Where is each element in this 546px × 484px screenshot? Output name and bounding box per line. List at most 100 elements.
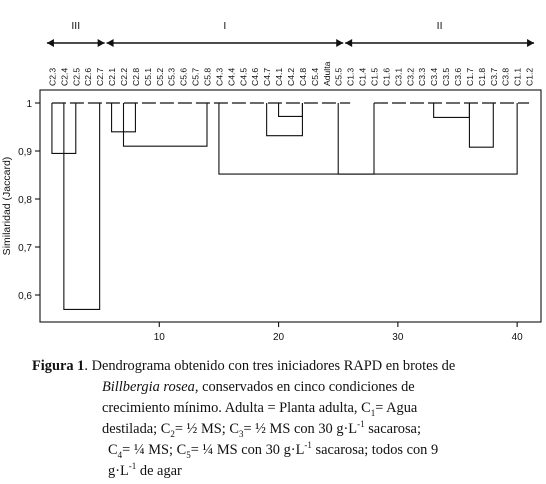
- leaf-label: C3.7: [489, 68, 499, 86]
- leaf-label: C1.4: [358, 68, 368, 86]
- plot-frame: [39, 89, 542, 323]
- leaf-label: C3.5: [441, 68, 451, 86]
- group-arrow-left: [106, 39, 114, 47]
- caption-line-6: g·L-1 de agar: [108, 461, 182, 481]
- caption-subscript: 5: [186, 449, 191, 460]
- caption-text: = ¼ MS con 30 g·L: [190, 442, 305, 458]
- y-tick-label: 0,7: [18, 243, 32, 254]
- leaf-label: C3.1: [393, 68, 403, 86]
- caption-subscript: 1: [370, 407, 376, 418]
- group-label: I: [223, 20, 226, 32]
- caption-text: g·L: [108, 463, 129, 479]
- leaf-label: C2.4: [59, 68, 69, 86]
- caption-text: = ¼ MS; C: [122, 442, 187, 458]
- dendrogram-link: [122, 103, 208, 147]
- leaf-label: C2.2: [119, 68, 129, 86]
- leaf-label: C5.3: [167, 68, 177, 86]
- group-arrow-right: [336, 39, 344, 47]
- caption-text: = Agua: [375, 400, 418, 416]
- leaf-label: C4.6: [250, 68, 260, 86]
- leaf-label: C5.5: [334, 68, 344, 86]
- leaf-label: C1.1: [513, 68, 523, 86]
- dendrogram-link: [433, 103, 470, 118]
- leaf-label: C2.7: [95, 68, 105, 86]
- caption-text: C: [108, 442, 118, 458]
- caption-subscript: 2: [170, 428, 175, 439]
- leaf-label: C3.4: [429, 68, 439, 86]
- caption-superscript: -1: [304, 440, 312, 451]
- x-tick-label: 20: [273, 332, 285, 343]
- caption-text: conservados en cinco condiciones de: [198, 379, 415, 395]
- caption-subscript: 3: [238, 428, 244, 439]
- leaf-label: C1.2: [525, 68, 535, 86]
- dendrogram-link: [468, 103, 494, 148]
- y-tick-label: 1: [26, 99, 32, 110]
- x-tick-label: 40: [512, 332, 524, 343]
- dendrogram-link: [218, 103, 375, 175]
- leaf-label: C5.1: [143, 68, 153, 86]
- leaf-label: C2.3: [47, 68, 57, 86]
- caption-figure-number: Figura 1: [32, 358, 85, 374]
- group-arrow-right: [97, 39, 105, 47]
- leaf-label: C4.3: [214, 68, 224, 86]
- leaf-label: C5.6: [179, 68, 189, 86]
- leaf-label: C5.2: [155, 68, 165, 86]
- y-axis-label: Similaridad (Jaccard): [1, 157, 13, 256]
- dendrogram-chart: 1 0,9 0,8 0,7 0,6 Similaridad (Jaccard) 10 20 30…: [1, 20, 542, 343]
- leaf-label: C3.2: [405, 68, 415, 86]
- group-arrow-left: [345, 39, 353, 47]
- leaf-label: C4.7: [262, 68, 272, 86]
- leaf-label: Adulta: [322, 61, 332, 86]
- x-tick-label: 30: [392, 332, 404, 343]
- group-label: II: [437, 20, 443, 32]
- leaf-label: C3.8: [501, 68, 511, 86]
- leaf-label: C4.1: [274, 68, 284, 86]
- leaf-label: C5.8: [203, 68, 213, 86]
- leaf-label: C4.5: [238, 68, 248, 86]
- caption-text: destilada; C: [102, 421, 171, 437]
- leaf-label: C2.5: [71, 68, 81, 86]
- leaf-label: C1.3: [346, 68, 356, 86]
- group-label: III: [71, 20, 80, 32]
- caption-text: sacarosa; todos con 9: [311, 442, 439, 458]
- caption-text: sacarosa;: [364, 421, 421, 437]
- leaf-label: C1.8: [477, 68, 487, 86]
- dendrogram-link: [278, 103, 303, 117]
- caption-line-2: Billbergia rosea, conservados en cinco c…: [102, 379, 415, 397]
- leaf-label: C1.6: [381, 68, 391, 86]
- caption-text: . Dendrograma obtenido con tres iniciado…: [84, 358, 456, 374]
- caption-text: crecimiento mínimo. Adulta = Planta adul…: [102, 400, 371, 416]
- leaf-label: C5.7: [191, 68, 201, 86]
- group-arrow-right: [527, 39, 535, 47]
- y-tick-label: 0,8: [18, 195, 32, 206]
- leaf-label: C3.6: [453, 68, 463, 86]
- leaf-label: C3.3: [417, 68, 427, 86]
- leaf-label: C1.5: [370, 68, 380, 86]
- y-tick-label: 0,6: [18, 291, 32, 302]
- leaf-label: C4.4: [226, 68, 236, 86]
- leaf-label: C4.2: [286, 68, 296, 86]
- caption-superscript: -1: [357, 419, 365, 430]
- caption-line-5: C4= ¼ MS; C5= ¼ MS con 30 g·L-1 sacarosa…: [108, 440, 439, 460]
- caption-species: Billbergia rosea,: [102, 379, 199, 395]
- caption-text: de agar: [136, 463, 182, 479]
- leaf-label: C4.8: [298, 68, 308, 86]
- leaf-label: C1.7: [465, 68, 475, 86]
- caption-line-4: destilada; C2= ½ MS; C3= ½ MS con 30 g·L…: [102, 419, 421, 439]
- caption-line-3: crecimiento mínimo. Adulta = Planta adul…: [102, 400, 417, 418]
- leaf-label: C5.4: [310, 68, 320, 86]
- x-tick-label: 10: [154, 332, 166, 343]
- caption-subscript: 4: [117, 449, 123, 460]
- caption-text: = ½ MS con 30 g·L: [243, 421, 358, 437]
- caption-line-1: Figura 1. Dendrograma obtenido con tres …: [32, 358, 455, 376]
- caption-superscript: -1: [128, 461, 137, 472]
- dendrogram-link: [337, 103, 518, 175]
- dendrogram-link: [266, 103, 303, 137]
- group-arrow-left: [46, 39, 54, 47]
- leaf-label: C2.1: [107, 68, 117, 86]
- leaf-label: C2.6: [83, 68, 93, 86]
- leaf-label: C2.8: [131, 68, 141, 86]
- dendrogram-link: [63, 103, 101, 310]
- caption-text: = ½ MS; C: [174, 421, 239, 437]
- y-tick-label: 0,9: [18, 147, 32, 158]
